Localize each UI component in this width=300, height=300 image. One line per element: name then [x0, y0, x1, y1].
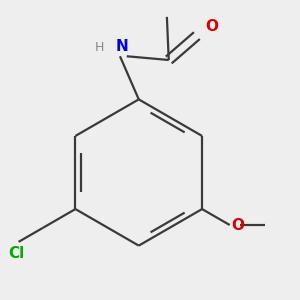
Text: N: N: [116, 39, 128, 54]
Text: O: O: [205, 19, 218, 34]
Text: O: O: [232, 218, 244, 232]
Text: Cl: Cl: [9, 246, 25, 261]
Text: H: H: [95, 41, 104, 54]
